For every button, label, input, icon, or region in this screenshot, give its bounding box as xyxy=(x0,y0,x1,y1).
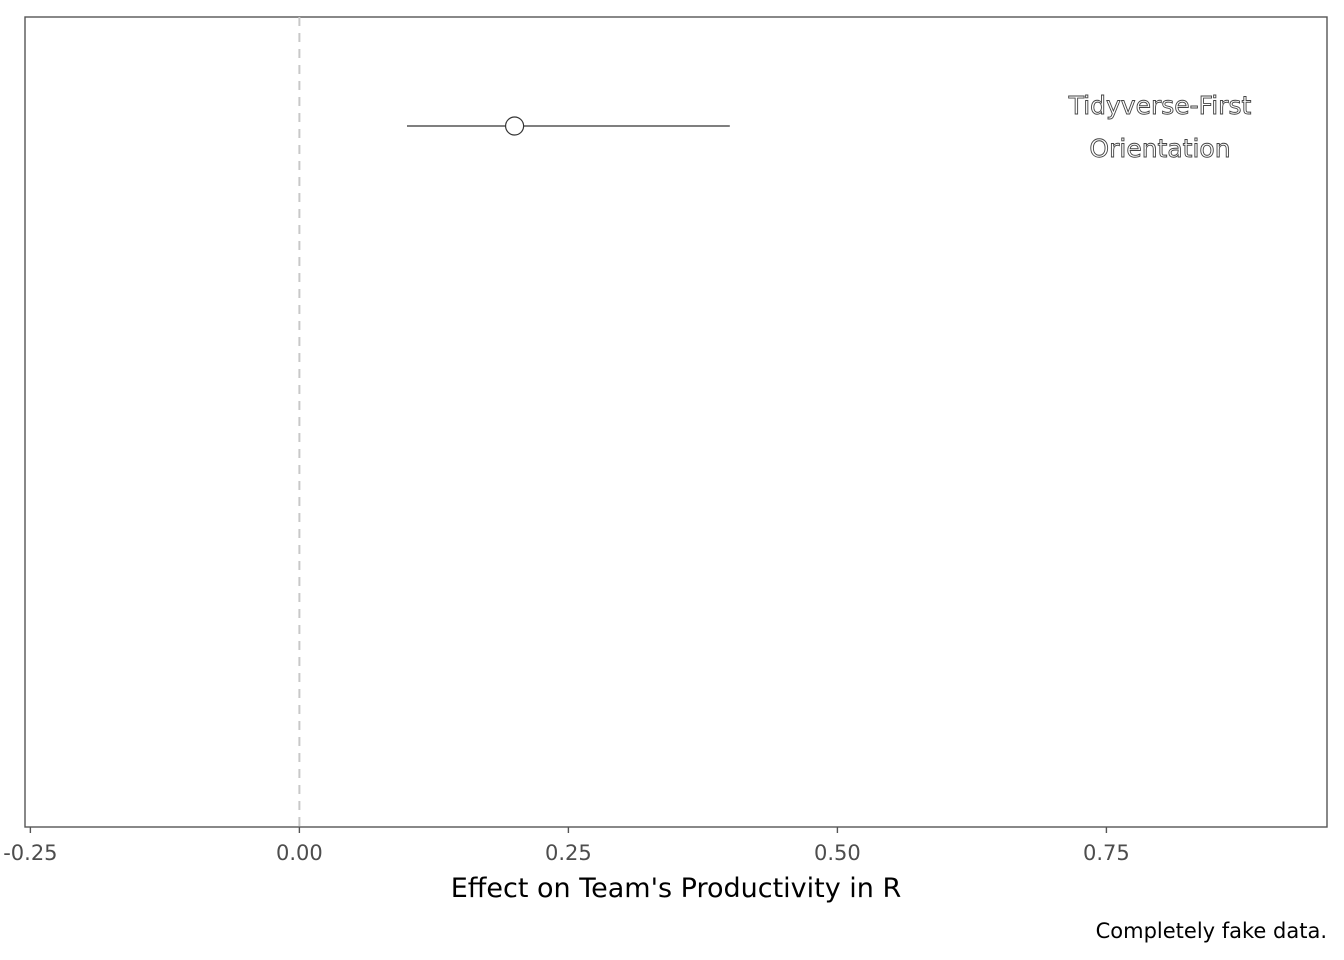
x-tick-label: 0.25 xyxy=(545,841,592,865)
x-axis-ticks: -0.25 0.00 0.25 0.50 0.75 xyxy=(3,827,1130,865)
x-tick-label: 0.75 xyxy=(1083,841,1130,865)
estimate-marks: Tidyverse-First Orientation xyxy=(406,91,1252,163)
plot-panel xyxy=(24,16,1328,828)
caption: Completely fake data. xyxy=(1096,919,1327,943)
estimate-point xyxy=(504,116,525,136)
x-tick-label: -0.25 xyxy=(3,841,57,865)
x-tick-label: 0.00 xyxy=(276,841,323,865)
x-tick-label: 0.50 xyxy=(814,841,861,865)
series-label: Tidyverse-First Orientation xyxy=(1068,91,1252,163)
x-axis-title: Effect on Team's Productivity in R xyxy=(451,873,902,904)
